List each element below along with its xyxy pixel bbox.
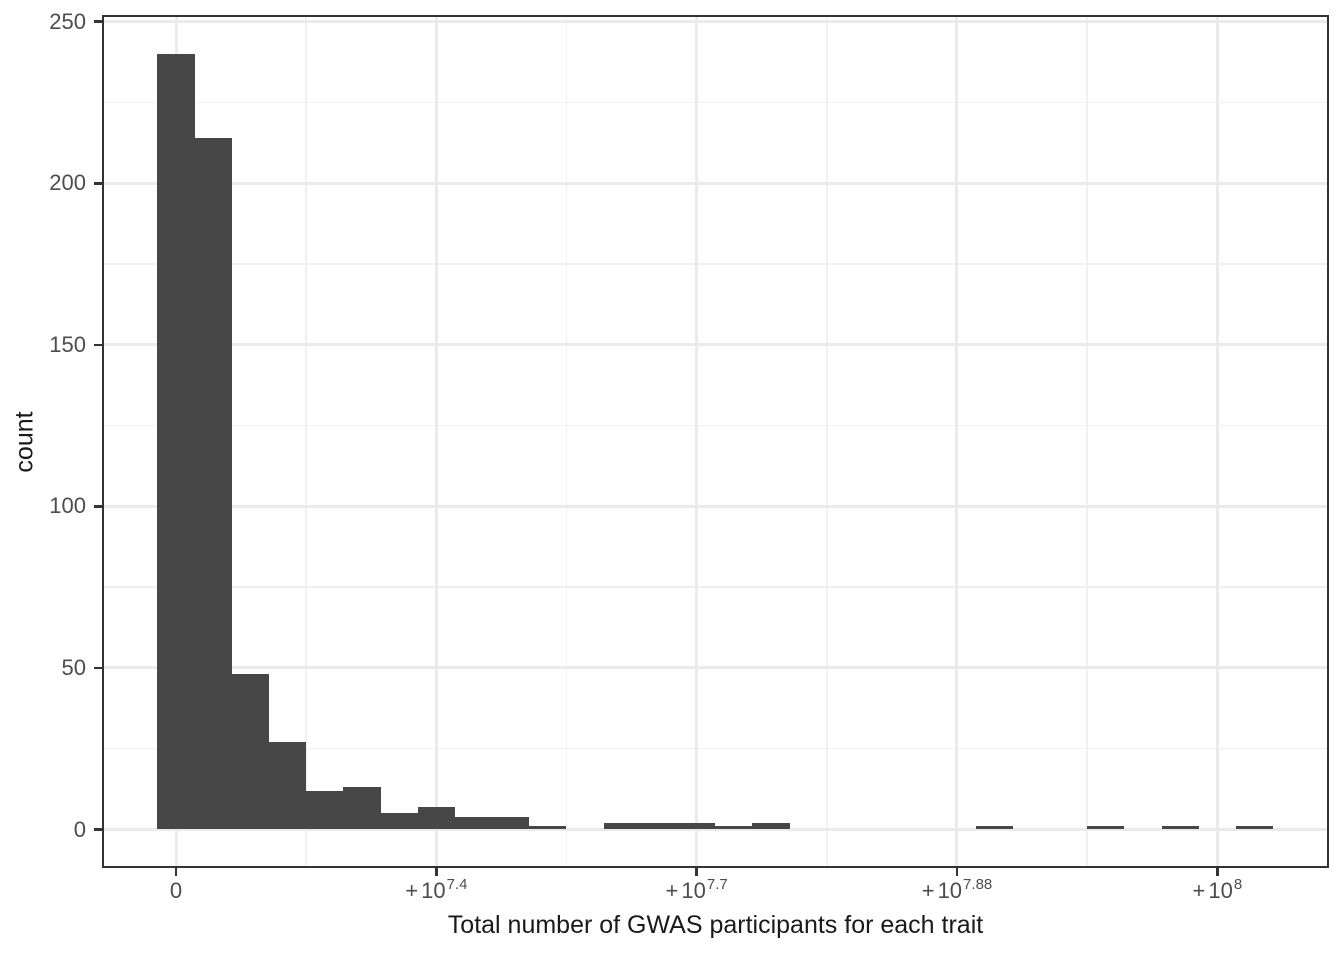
y-axis-title: count xyxy=(10,410,39,473)
gridline-major-horizontal xyxy=(102,20,1329,24)
gridline-minor-vertical xyxy=(305,15,307,868)
y-axis-tick-mark xyxy=(94,182,102,185)
x-axis-tick-mark xyxy=(435,868,438,876)
gridline-major-vertical xyxy=(434,15,438,868)
histogram-bar xyxy=(603,823,641,830)
gridline-minor-vertical xyxy=(565,15,568,868)
exponent: 7.88 xyxy=(963,875,993,893)
histogram-bar xyxy=(640,823,679,830)
histogram-bar xyxy=(1235,826,1274,830)
histogram-bar xyxy=(231,674,269,830)
plot-panel xyxy=(102,15,1329,868)
x-axis-tick-mark xyxy=(1216,868,1219,876)
histogram-bar xyxy=(268,742,307,830)
x-axis-tick-mark xyxy=(174,868,178,876)
gridline-major-horizontal xyxy=(102,504,1329,508)
plus-sign: + xyxy=(1192,878,1206,903)
histogram-bar xyxy=(417,806,455,830)
x-axis-tick-label: +107.7 xyxy=(665,875,728,903)
histogram-bar xyxy=(380,813,418,830)
histogram-bar xyxy=(194,138,232,830)
histogram-bar xyxy=(1087,826,1125,830)
exponent: 8 xyxy=(1233,875,1243,893)
y-axis-tick-mark xyxy=(94,343,102,347)
histogram-bar xyxy=(975,826,1013,830)
y-axis-tick-label: 0 xyxy=(73,816,86,842)
histogram-bar xyxy=(343,787,381,830)
histogram-bar xyxy=(492,816,530,830)
y-axis-tick-mark xyxy=(94,20,102,23)
gridline-major-horizontal xyxy=(102,181,1329,185)
x-axis-tick-label: +108 xyxy=(1192,875,1243,903)
gridline-major-horizontal xyxy=(102,343,1329,347)
gridline-major-horizontal xyxy=(102,828,1329,831)
gridline-minor-horizontal xyxy=(102,263,1329,265)
exponent: 7.4 xyxy=(446,875,468,893)
y-axis-tick-mark xyxy=(94,666,102,670)
gridline-minor-vertical xyxy=(826,15,828,868)
y-axis-tick-mark xyxy=(94,505,102,508)
x-axis-tick-mark xyxy=(695,868,698,876)
histogram-bar xyxy=(752,823,790,830)
y-axis-tick-label: 50 xyxy=(61,654,86,680)
plus-sign: + xyxy=(405,878,419,903)
y-axis-tick-label: 250 xyxy=(49,8,86,34)
gridline-minor-horizontal xyxy=(102,586,1329,588)
exponent: 7.7 xyxy=(706,875,728,893)
y-axis-tick-mark xyxy=(94,828,102,831)
x-axis-tick-mark xyxy=(955,868,959,876)
y-axis-tick-label: 200 xyxy=(49,170,86,196)
histogram-bar xyxy=(306,790,344,830)
gridline-major-horizontal xyxy=(102,666,1329,670)
plus-sign: + xyxy=(665,878,679,903)
gridline-minor-vertical xyxy=(1086,15,1088,868)
gridline-minor-horizontal xyxy=(102,101,1329,104)
x-axis-tick-label: +107.88 xyxy=(921,875,993,903)
x-axis-tick-label: 0 xyxy=(169,878,183,903)
histogram-bar xyxy=(529,826,567,830)
x-axis-title: Total number of GWAS participants for ea… xyxy=(447,911,984,939)
histogram-bar xyxy=(1161,826,1199,830)
histogram-bar xyxy=(157,54,195,830)
histogram-bar xyxy=(678,823,716,830)
plus-sign: + xyxy=(921,878,935,903)
gridline-minor-horizontal xyxy=(102,747,1329,750)
gridline-major-vertical xyxy=(695,15,699,868)
gridline-major-vertical xyxy=(1215,15,1219,868)
gridline-minor-horizontal xyxy=(102,424,1329,427)
y-axis-tick-label: 150 xyxy=(49,331,86,357)
histogram-bar xyxy=(715,826,753,830)
histogram-bar xyxy=(454,816,493,830)
x-axis-tick-label: +107.4 xyxy=(405,875,468,903)
y-axis-tick-label: 100 xyxy=(49,493,86,519)
gridline-major-vertical xyxy=(955,15,959,868)
